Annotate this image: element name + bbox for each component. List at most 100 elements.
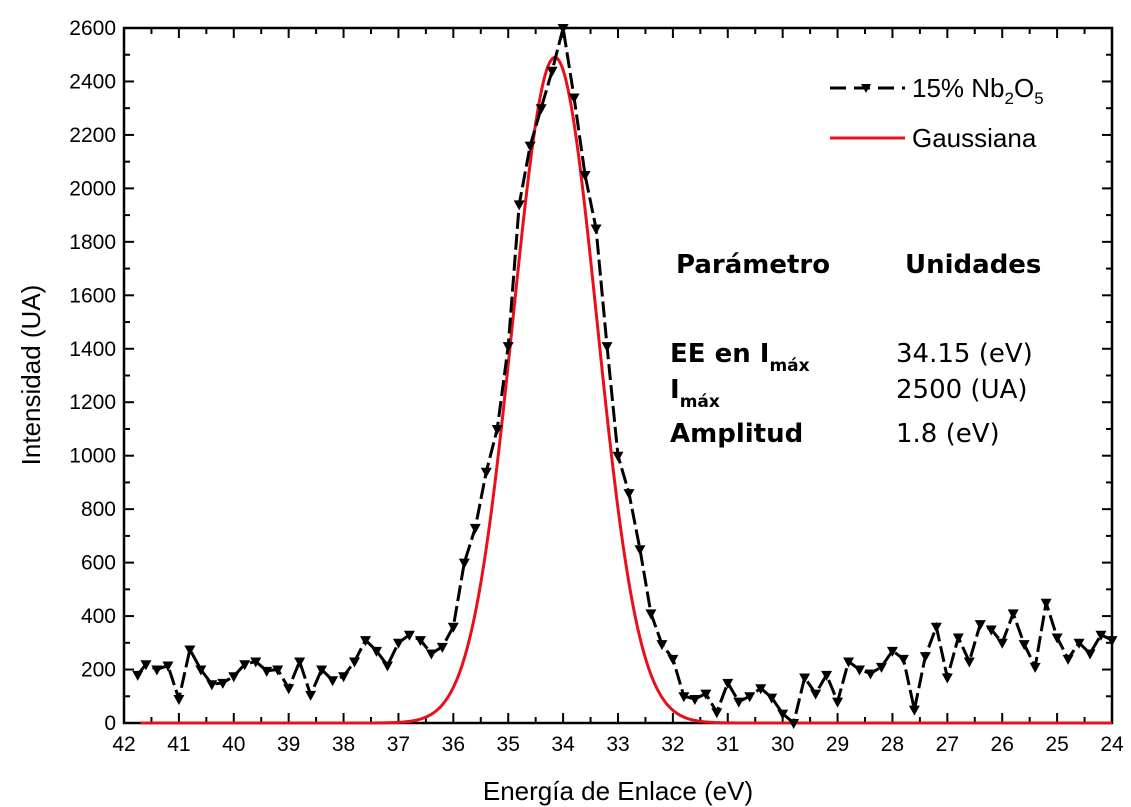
data-point <box>283 684 295 695</box>
data-point <box>1073 638 1085 649</box>
x-tick-label: 41 <box>167 733 190 756</box>
data-series <box>132 24 1118 729</box>
data-point <box>601 342 613 353</box>
data-point <box>612 451 624 462</box>
table-header-parameter: Parámetro <box>676 250 830 280</box>
data-point <box>239 660 251 671</box>
data-point <box>206 680 218 691</box>
axis-ticks <box>123 27 1113 724</box>
y-tick-label: 600 <box>81 552 116 575</box>
data-point <box>1095 630 1107 641</box>
y-tick-label: 2200 <box>69 124 116 147</box>
table-header-units: Unidades <box>905 250 1041 280</box>
y-tick-label: 1800 <box>69 231 116 254</box>
data-point <box>1062 654 1074 665</box>
y-tick-label: 800 <box>81 498 116 521</box>
y-tick-label: 2000 <box>69 177 116 200</box>
y-tick-label: 1600 <box>69 284 116 307</box>
data-point <box>458 558 470 569</box>
gaussian-series <box>140 55 1112 725</box>
data-point <box>744 692 756 703</box>
param-amplitud-label: Amplitud <box>670 419 803 449</box>
x-axis-title: Energía de Enlace (eV) <box>483 776 753 806</box>
data-point <box>436 642 448 653</box>
x-tick-label: 25 <box>1045 733 1068 756</box>
data-point <box>217 678 229 689</box>
data-point <box>294 657 306 668</box>
x-tick-label: 32 <box>661 733 684 756</box>
x-tick-label: 28 <box>881 733 904 756</box>
data-point <box>799 673 811 684</box>
x-tick-label: 26 <box>991 733 1014 756</box>
data-point <box>151 665 163 676</box>
data-point <box>864 669 876 680</box>
data-point <box>908 705 920 716</box>
y-tick-label: 0 <box>104 712 116 735</box>
data-point <box>272 665 284 676</box>
data-point <box>447 622 459 633</box>
data-point <box>777 709 789 720</box>
data-point <box>425 649 437 660</box>
data-point <box>886 646 898 657</box>
data-point <box>173 694 185 705</box>
data-point <box>1018 640 1030 651</box>
param-imax-label: Imáx <box>670 375 720 412</box>
data-point <box>634 545 646 556</box>
data-point <box>875 662 887 673</box>
data-point <box>195 665 207 676</box>
data-point <box>502 342 514 353</box>
data-point <box>689 694 701 705</box>
data-point <box>656 640 668 651</box>
data-point <box>755 684 767 695</box>
data-point <box>590 224 602 235</box>
data-point <box>480 467 492 478</box>
data-point <box>821 670 833 681</box>
data-point <box>403 630 415 641</box>
data-point <box>184 645 196 656</box>
data-point <box>897 654 909 665</box>
y-tick-labels: 0 200 400 600 800 1000 1200 1400 1600 1800 2000 220… <box>69 17 116 735</box>
data-point <box>327 676 339 687</box>
data-point <box>370 646 382 657</box>
x-tick-label: 39 <box>277 733 300 756</box>
x-tick-label: 30 <box>771 733 794 756</box>
data-point <box>316 665 328 676</box>
legend: 15% Nb2O5 Gaussiana <box>830 73 1044 153</box>
data-point <box>941 673 953 684</box>
x-tick-label: 27 <box>936 733 959 756</box>
data-point <box>381 661 393 672</box>
x-tick-label: 24 <box>1100 733 1124 756</box>
data-point <box>414 636 426 647</box>
data-point <box>667 654 679 665</box>
data-point <box>623 489 635 500</box>
y-tick-label: 2600 <box>69 17 116 40</box>
data-point <box>140 660 152 671</box>
data-point <box>360 636 372 647</box>
parameters-table: Parámetro Unidades EE en Imáx 34.15 (eV)… <box>670 250 1041 449</box>
data-point <box>557 24 569 34</box>
x-tick-label: 38 <box>332 733 355 756</box>
data-point <box>250 657 262 668</box>
data-point <box>930 622 942 633</box>
data-point <box>132 670 144 681</box>
data-line <box>136 27 1113 726</box>
data-point <box>568 93 580 104</box>
y-tick-label: 2400 <box>69 70 116 93</box>
data-point <box>985 625 997 636</box>
x-tick-label: 40 <box>222 733 245 756</box>
param-imax-value: 2500 (UA) <box>896 375 1028 405</box>
legend-data-label: 15% Nb2O5 <box>912 73 1044 108</box>
param-ee-label: EE en Imáx <box>670 339 810 376</box>
data-point <box>788 719 800 729</box>
data-point <box>1084 649 1096 660</box>
data-point <box>678 692 690 703</box>
data-point <box>1106 636 1118 647</box>
x-tick-label: 31 <box>716 733 739 756</box>
data-point <box>491 424 503 435</box>
data-point <box>700 689 712 700</box>
data-point <box>711 708 723 719</box>
param-ee-value: 34.15 (eV) <box>896 339 1033 369</box>
y-tick-label: 200 <box>81 659 116 682</box>
y-tick-label: 1000 <box>69 445 116 468</box>
data-point <box>162 661 174 672</box>
